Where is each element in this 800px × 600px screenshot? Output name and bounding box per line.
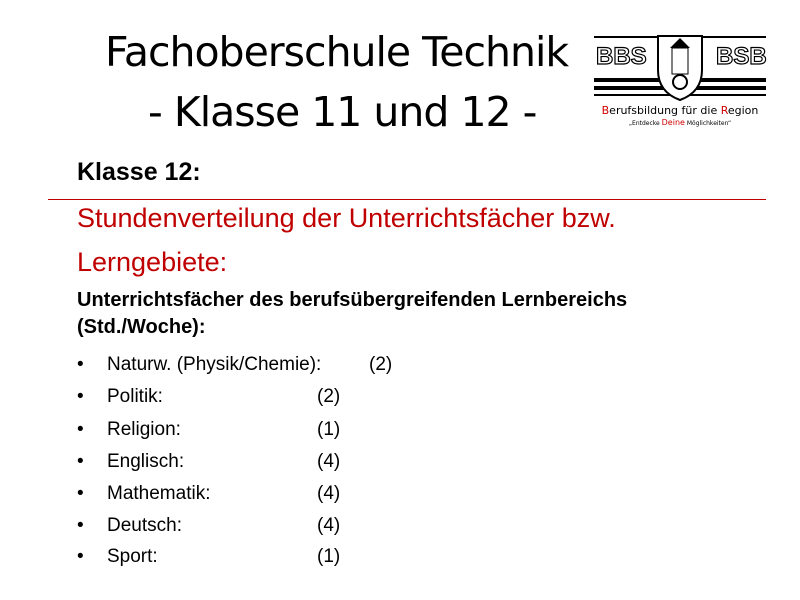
subject-hours: (4) [317, 515, 341, 536]
subject-hours: (2) [369, 354, 393, 375]
slide-title-line2: - Klasse 11 und 12 - [148, 88, 537, 136]
divider [48, 199, 766, 200]
bullet: • [77, 546, 84, 567]
subject-name: Mathematik: [107, 483, 211, 504]
subtitle-line1: Stundenverteilung der Unterrichtsfächer … [77, 203, 616, 233]
svg-text:BBS: BBS [596, 43, 647, 70]
section-heading-line1: Unterrichtsfächer des berufsübergreifend… [77, 289, 628, 311]
subtitle-line2: Lerngebiete: [77, 247, 228, 277]
slide-title-line1: Fachoberschule Technik [105, 28, 569, 76]
subject-name: Politik: [107, 386, 163, 407]
bullet: • [77, 515, 84, 536]
bullet: • [77, 419, 84, 440]
subject-name: Englisch: [107, 451, 185, 472]
subject-hours: (4) [317, 451, 341, 472]
subject-hours: (2) [317, 386, 341, 407]
subject-name: Naturw. (Physik/Chemie): [107, 354, 322, 375]
svg-text:„Entdecke Deine Möglichkeiten“: „Entdecke Deine Möglichkeiten“ [629, 118, 731, 127]
subject-hours: (1) [317, 546, 341, 567]
bbs-logo: BBS BSB Berufsbildung für die Region „En… [594, 35, 767, 127]
subject-name: Religion: [107, 419, 181, 440]
subject-hours: (4) [317, 483, 341, 504]
bullet: • [77, 354, 84, 375]
subject-hours: (1) [317, 419, 341, 440]
bullet: • [77, 483, 84, 504]
bullet: • [77, 451, 84, 472]
section-heading-line2: (Std./Woche): [77, 316, 206, 338]
class-heading: Klasse 12: [77, 158, 201, 186]
svg-text:Berufsbildung für die Region: Berufsbildung für die Region [602, 104, 759, 117]
bullet: • [77, 386, 84, 407]
svg-text:BSB: BSB [716, 43, 767, 70]
subject-name: Deutsch: [107, 515, 182, 536]
subject-name: Sport: [107, 546, 158, 567]
